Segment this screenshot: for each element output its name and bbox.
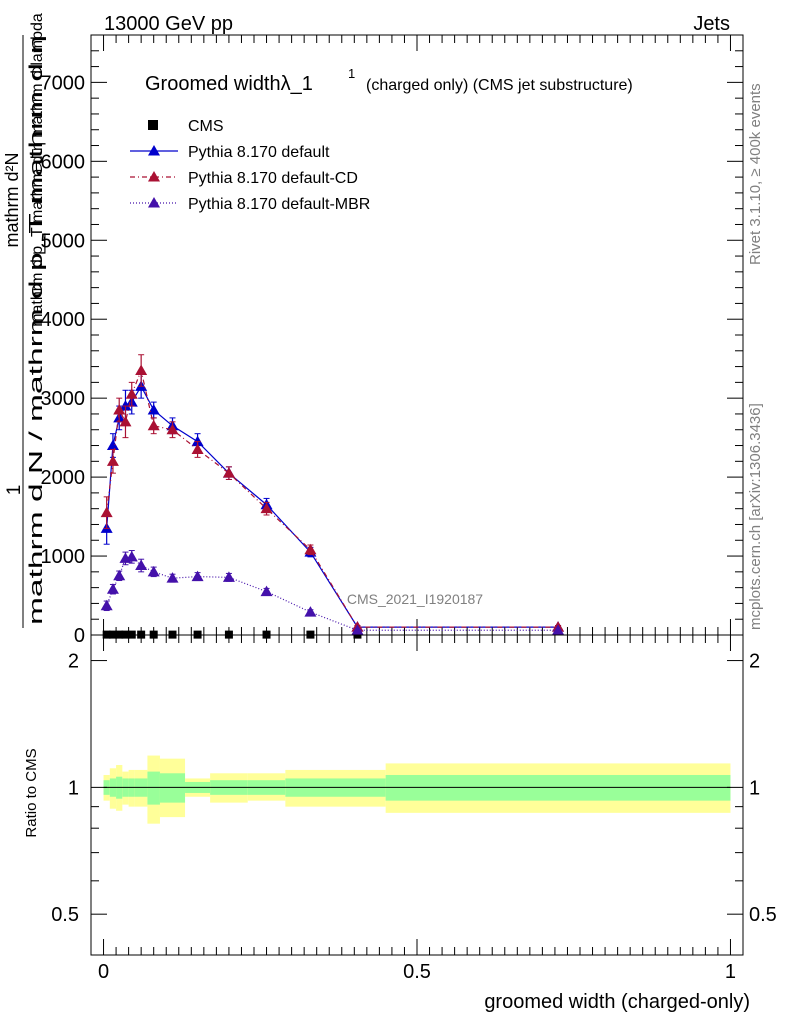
series-point-1 [106, 439, 119, 451]
ratio-y-axis-label: Ratio to CMS [23, 748, 40, 837]
ratio-band-inner [159, 773, 186, 803]
series-line-3 [106, 556, 559, 631]
series-point-3 [100, 599, 113, 611]
ratio-band-inner [147, 771, 160, 805]
series-point-3 [351, 624, 364, 635]
ylabel-fraction-top: mathrm d²N [2, 152, 22, 247]
legend-label: Pythia 8.170 default-CD [188, 170, 358, 187]
series-point-2 [260, 502, 273, 514]
series-point-2 [100, 506, 113, 518]
legend-marker [148, 145, 160, 156]
rivet-label: Rivet 3.1.10, ≥ 400k events [747, 83, 764, 265]
series-point-3 [106, 583, 119, 594]
ratio-y-tick-label: 2 [68, 651, 79, 673]
series-point-3 [147, 565, 160, 577]
legend-marker [148, 120, 158, 130]
y-tick-label: 5000 [41, 230, 86, 252]
series-point-2 [135, 364, 148, 376]
legend: CMS Pythia 8.170 default Pythia 8.170 defa… [130, 118, 370, 213]
legend-label: CMS [188, 118, 224, 135]
ratio-y-tick-label-right: 0.5 [749, 904, 777, 926]
series-point-1 [119, 400, 132, 411]
series-point-2 [125, 388, 138, 399]
series-point-2 [191, 443, 204, 454]
plot-title-superscript: 1 [348, 66, 355, 81]
ratio-bands [103, 755, 731, 824]
ratio-tick-labels: 0.5 0.5 1 1 2 2 0 0.5 1 [51, 651, 777, 983]
ratio-y-tick-label: 0.5 [51, 904, 79, 926]
ratio-y-tick-label: 1 [68, 777, 79, 799]
y-tick-label: 7000 [41, 72, 86, 94]
series-point-3 [135, 559, 148, 571]
series-point-3 [191, 570, 204, 582]
y-tick-label: 3000 [41, 388, 86, 410]
main-y-ticks [91, 34, 743, 636]
legend-marker [148, 197, 160, 208]
series-point-3 [125, 550, 138, 562]
y-tick-label: 0 [74, 625, 85, 647]
x-tick-label: 0.5 [403, 961, 431, 983]
series-point-2 [222, 467, 235, 478]
legend-label: Pythia 8.170 default-MBR [188, 196, 370, 213]
energy-label: 13000 GeV pp [104, 13, 233, 35]
series-point-2 [106, 455, 119, 466]
mcplots-label: mcplots.cern.ch [arXiv:1306.3436] [747, 403, 764, 630]
series-point-3 [166, 572, 179, 583]
ratio-ticks [91, 660, 743, 915]
series-point-3 [222, 571, 235, 582]
series-point-1 [147, 404, 160, 415]
category-label: Jets [693, 13, 730, 35]
series-line-2 [106, 368, 559, 628]
series-point-3 [304, 606, 317, 617]
main-y-tick-labels: 0 1000 2000 3000 4000 5000 6000 7000 [41, 72, 86, 647]
y-tick-label: 4000 [41, 309, 86, 331]
series-point-2 [147, 419, 160, 431]
series-point-3 [552, 624, 565, 635]
y-tick-label: 1000 [41, 546, 86, 568]
legend-label: Pythia 8.170 default [188, 144, 330, 161]
x-tick-label: 0 [98, 961, 109, 983]
ratio-y-tick-label-right: 2 [749, 651, 760, 673]
series-point-2 [119, 415, 132, 427]
x-tick-label: 1 [725, 961, 736, 983]
series-layer [100, 354, 565, 639]
series-point-2 [113, 404, 126, 415]
series-point-2 [304, 543, 317, 555]
analysis-watermark: CMS_2021_I1920187 [347, 591, 483, 607]
series-point-1 [191, 435, 204, 447]
ylabel-denominator: mathrm d N / mathrm d p_T mathrm d η [26, 35, 47, 625]
y-tick-label: 6000 [41, 151, 86, 173]
ratio-y-tick-label-right: 1 [749, 777, 760, 799]
series-point-2 [166, 423, 179, 435]
series-point-3 [260, 585, 273, 597]
main-y-axis-label: 1 mathrm d N / mathrm d p_T mathrm d η m… [2, 13, 47, 628]
main-x-ticks [103, 35, 731, 955]
plot-subtitle: (charged only) (CMS jet substructure) [366, 77, 633, 94]
y-tick-label: 2000 [41, 467, 86, 489]
ratio-plot-frame [90, 634, 744, 956]
series-line-1 [106, 385, 559, 628]
ylabel-fraction-bottom: mathrm d p_T mathrm d η mathrm d lambda [29, 13, 46, 327]
x-axis-label: groomed width (charged-only) [484, 991, 750, 1013]
plot-title: Groomed widthλ_1 [145, 73, 313, 95]
series-point-3 [113, 569, 126, 581]
ylabel-numerator: 1 [4, 485, 25, 496]
legend-marker [148, 171, 160, 182]
